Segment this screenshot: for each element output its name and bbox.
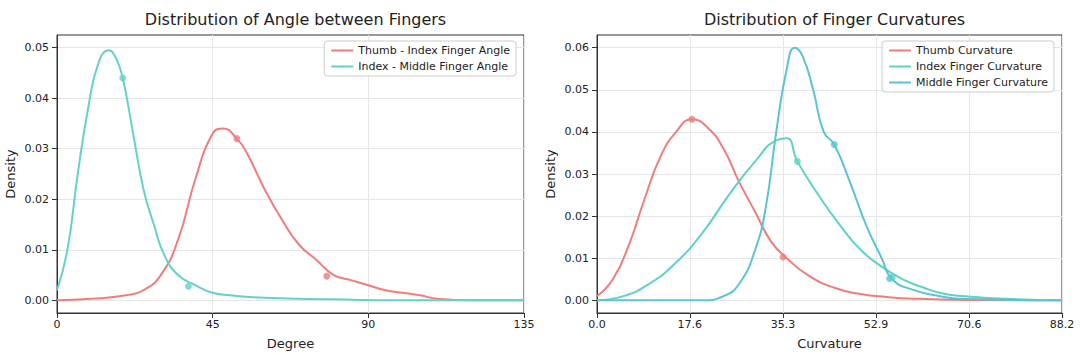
svg-text:Thumb - Index Finger Angle: Thumb - Index Finger Angle — [357, 44, 510, 57]
svg-text:0.03: 0.03 — [565, 168, 590, 181]
svg-text:Middle Finger Curvature: Middle Finger Curvature — [916, 76, 1048, 89]
svg-text:0.00: 0.00 — [565, 294, 590, 307]
svg-text:0.02: 0.02 — [25, 193, 50, 206]
svg-text:0.05: 0.05 — [25, 41, 50, 54]
svg-text:70.6: 70.6 — [957, 318, 982, 331]
svg-text:135: 135 — [514, 318, 535, 331]
svg-text:Density: Density — [543, 149, 558, 199]
svg-text:0.06: 0.06 — [565, 41, 590, 54]
svg-text:45: 45 — [206, 318, 220, 331]
svg-text:0.02: 0.02 — [565, 210, 590, 223]
svg-text:0: 0 — [54, 318, 61, 331]
svg-text:Index - Middle Finger Angle: Index - Middle Finger Angle — [358, 60, 508, 73]
svg-text:Degree: Degree — [267, 336, 314, 351]
svg-text:Density: Density — [3, 149, 18, 199]
svg-text:0.01: 0.01 — [25, 243, 50, 256]
svg-text:88.2: 88.2 — [1050, 318, 1075, 331]
svg-text:Curvature: Curvature — [797, 336, 862, 351]
svg-text:Index Finger Curvature: Index Finger Curvature — [916, 60, 1042, 73]
svg-text:0.03: 0.03 — [25, 142, 50, 155]
svg-text:0.00: 0.00 — [25, 294, 50, 307]
svg-text:0.04: 0.04 — [25, 92, 50, 105]
svg-text:Distribution of Angle between: Distribution of Angle between Fingers — [145, 10, 446, 29]
svg-text:Thumb Curvature: Thumb Curvature — [915, 44, 1013, 57]
svg-text:0.05: 0.05 — [565, 83, 590, 96]
svg-text:0.0: 0.0 — [588, 318, 606, 331]
svg-text:0.04: 0.04 — [565, 125, 590, 138]
svg-text:0.01: 0.01 — [565, 252, 590, 265]
svg-text:90: 90 — [361, 318, 375, 331]
svg-text:Distribution of Finger Curvatu: Distribution of Finger Curvatures — [704, 10, 965, 29]
svg-text:52.9: 52.9 — [864, 318, 889, 331]
svg-text:35.3: 35.3 — [771, 318, 796, 331]
svg-text:17.6: 17.6 — [678, 318, 703, 331]
